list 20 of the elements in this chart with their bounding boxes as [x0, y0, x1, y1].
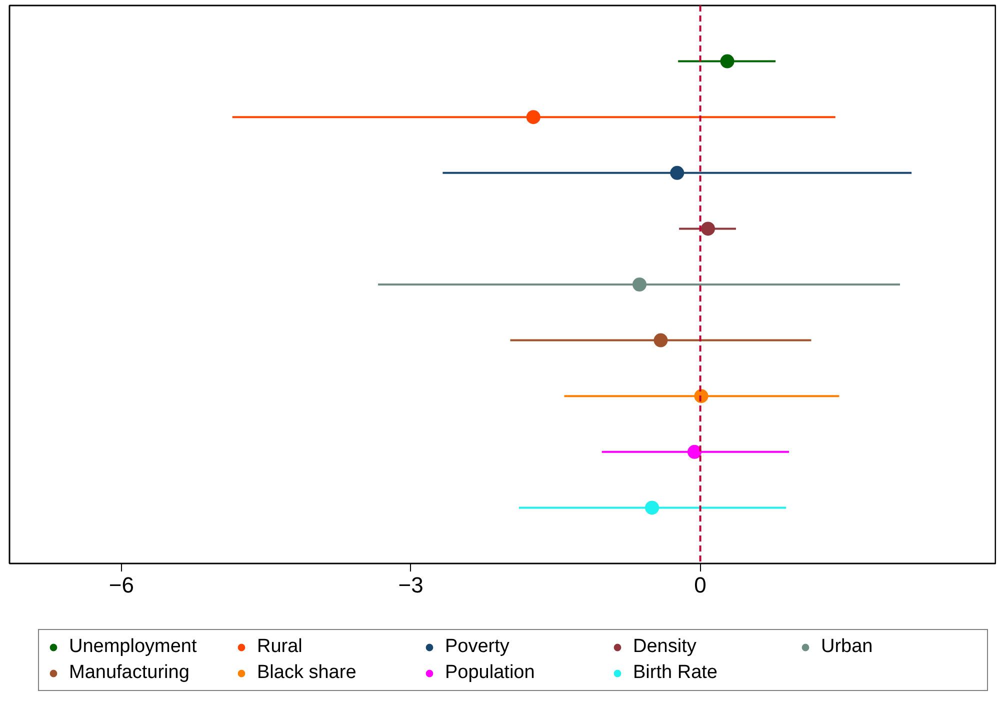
point	[720, 54, 734, 68]
point	[654, 333, 668, 348]
point	[632, 278, 646, 292]
point	[645, 500, 660, 515]
legend-label: Black share	[257, 662, 358, 684]
legend-label: Rural	[257, 636, 304, 658]
point	[670, 166, 684, 180]
legend-label: Unemployment	[69, 636, 198, 658]
legend-label: Manufacturing	[69, 662, 190, 684]
legend-label: Population	[445, 662, 536, 684]
legend-label: Birth Rate	[633, 662, 718, 684]
x-tick-label: −6	[108, 572, 134, 598]
x-tick-label: 0	[694, 572, 706, 598]
point	[700, 222, 715, 236]
legend-label: Poverty	[445, 636, 510, 658]
legend-label: Density	[633, 636, 698, 658]
point	[526, 110, 540, 124]
x-tick-label: −3	[398, 572, 424, 598]
legend-label: Urban	[821, 636, 874, 658]
point	[687, 444, 702, 459]
